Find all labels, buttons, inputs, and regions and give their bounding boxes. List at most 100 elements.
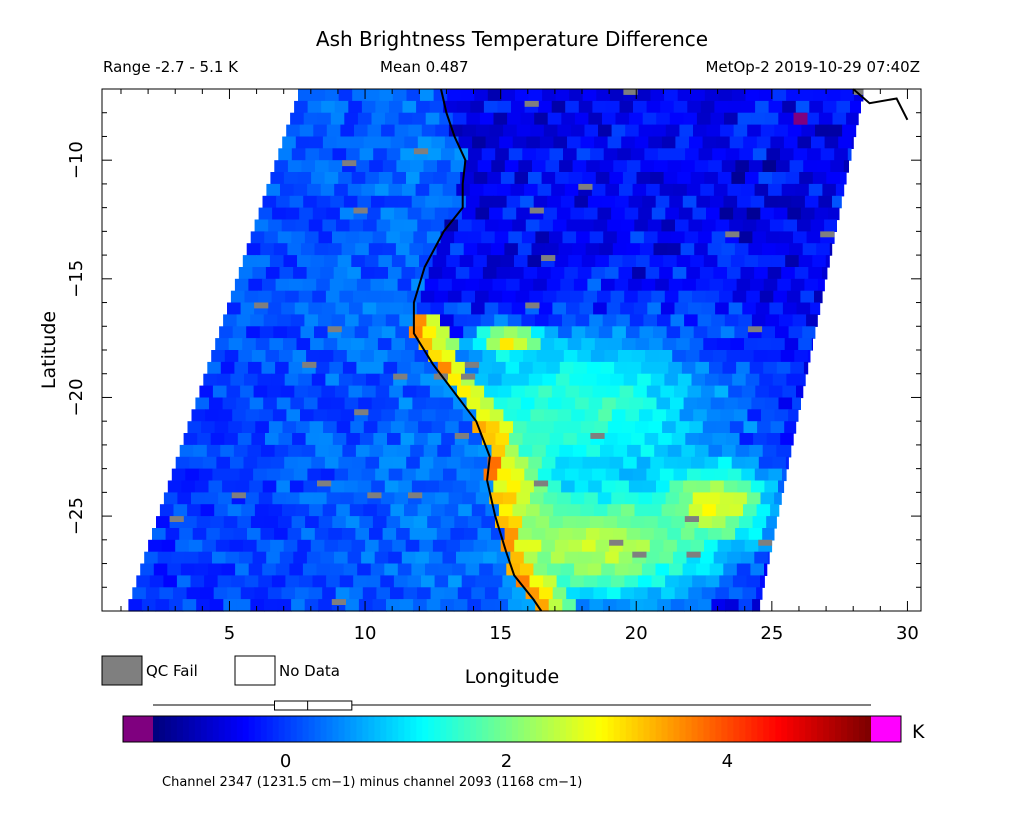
heatmap-cell	[801, 124, 816, 138]
heatmap-cell	[246, 326, 261, 339]
heatmap-cell	[466, 480, 481, 493]
heatmap-cell	[378, 255, 393, 268]
heatmap-cell	[437, 444, 452, 458]
heatmap-cell	[177, 492, 192, 505]
heatmap-cell	[811, 338, 813, 351]
heatmap-cell	[405, 338, 420, 351]
colorbar-segment	[637, 716, 645, 742]
heatmap-cell	[364, 338, 379, 351]
heatmap-cell	[459, 338, 474, 351]
colorbar-caption: Channel 2347 (1231.5 cm−1) minus channel…	[162, 775, 582, 790]
y-tick-label: −25	[66, 497, 87, 535]
heatmap-cell	[599, 528, 614, 541]
heatmap-cell	[275, 278, 290, 292]
heatmap-cell	[555, 172, 570, 185]
heatmap-cell	[750, 195, 765, 209]
heatmap-cell	[202, 456, 217, 470]
heatmap-cell	[509, 433, 524, 446]
heatmap-cell	[486, 338, 501, 351]
heatmap-cell	[584, 124, 599, 138]
heatmap-cell	[562, 314, 577, 327]
heatmap-cell	[648, 504, 663, 517]
heatmap-cell	[554, 338, 569, 351]
heatmap-cell	[700, 551, 715, 565]
heatmap-cell	[562, 599, 577, 612]
heatmap-cell	[554, 539, 570, 553]
heatmap-cell	[268, 219, 283, 232]
colorbar-segment	[715, 716, 723, 742]
heatmap-cell	[661, 136, 677, 149]
heatmap-cell	[404, 421, 419, 434]
heatmap-cell	[494, 231, 509, 244]
heatmap-cell	[364, 255, 379, 268]
heatmap-cell	[525, 587, 540, 600]
colorbar-segment	[326, 716, 334, 742]
heatmap-cell	[663, 172, 678, 185]
heatmap-cell	[518, 160, 533, 173]
colorbar-segment	[165, 716, 172, 742]
heatmap-cell	[760, 124, 775, 138]
heatmap-cell	[446, 456, 462, 470]
heatmap-cell	[721, 243, 736, 256]
heatmap-cell	[292, 433, 307, 446]
heatmap-cell	[291, 231, 306, 244]
heatmap-cell	[704, 456, 719, 470]
heatmap-cell	[433, 89, 448, 102]
heatmap-cell	[488, 575, 503, 588]
heatmap-cell	[474, 373, 489, 387]
heatmap-cell	[211, 350, 226, 363]
heatmap-cell	[255, 421, 270, 434]
heatmap-cell	[642, 112, 657, 126]
heatmap-cell	[475, 575, 490, 588]
heatmap-cell	[631, 433, 646, 446]
heatmap-cell	[608, 338, 623, 351]
heatmap-cell	[553, 421, 568, 434]
heatmap-cell	[843, 160, 849, 173]
colorbar-segment	[260, 716, 268, 742]
heatmap-cell	[463, 326, 478, 339]
heatmap-cell	[289, 195, 304, 209]
heatmap-cell	[477, 243, 492, 256]
heatmap-cell	[616, 314, 631, 327]
heatmap-cell	[767, 551, 770, 565]
heatmap-cell	[325, 290, 341, 304]
heatmap-cell	[694, 528, 709, 541]
heatmap-cell	[686, 183, 701, 197]
heatmap-cell	[635, 421, 650, 434]
heatmap-cell	[512, 587, 527, 600]
colorbar-segment	[296, 716, 304, 742]
heatmap-cell	[551, 100, 566, 114]
heatmap-cell	[761, 326, 776, 339]
heatmap-cell	[668, 361, 683, 375]
heatmap-cell	[363, 136, 378, 149]
heatmap-cell	[453, 314, 468, 327]
heatmap-cell	[272, 409, 288, 422]
colorbar-segment	[739, 716, 747, 742]
heatmap-cell	[410, 444, 425, 458]
heatmap-cell	[679, 124, 694, 138]
heatmap-cell	[772, 456, 787, 470]
heatmap-cell	[383, 361, 398, 375]
heatmap-cell	[477, 160, 492, 173]
heatmap-cell	[374, 267, 389, 280]
colorbar-segment	[284, 716, 292, 742]
heatmap-cell	[352, 456, 367, 470]
heatmap-cell	[362, 302, 377, 315]
colorbar-over-range	[871, 716, 901, 742]
heatmap-cell	[396, 444, 411, 458]
heatmap-cell	[711, 231, 726, 244]
heatmap-cell	[646, 183, 661, 197]
qc-fail-cell	[302, 361, 317, 368]
heatmap-cell	[593, 587, 608, 600]
heatmap-cell	[477, 528, 492, 541]
heatmap-cell	[337, 338, 352, 351]
heatmap-cell	[797, 219, 812, 232]
heatmap-cell	[319, 148, 334, 161]
heatmap-cell	[739, 148, 754, 161]
heatmap-cell	[373, 433, 388, 446]
heatmap-cell	[367, 409, 382, 422]
qc-fail-cell	[408, 492, 423, 499]
qc-fail-cell	[623, 89, 638, 95]
heatmap-cell	[571, 326, 586, 339]
heatmap-cell	[617, 516, 632, 529]
